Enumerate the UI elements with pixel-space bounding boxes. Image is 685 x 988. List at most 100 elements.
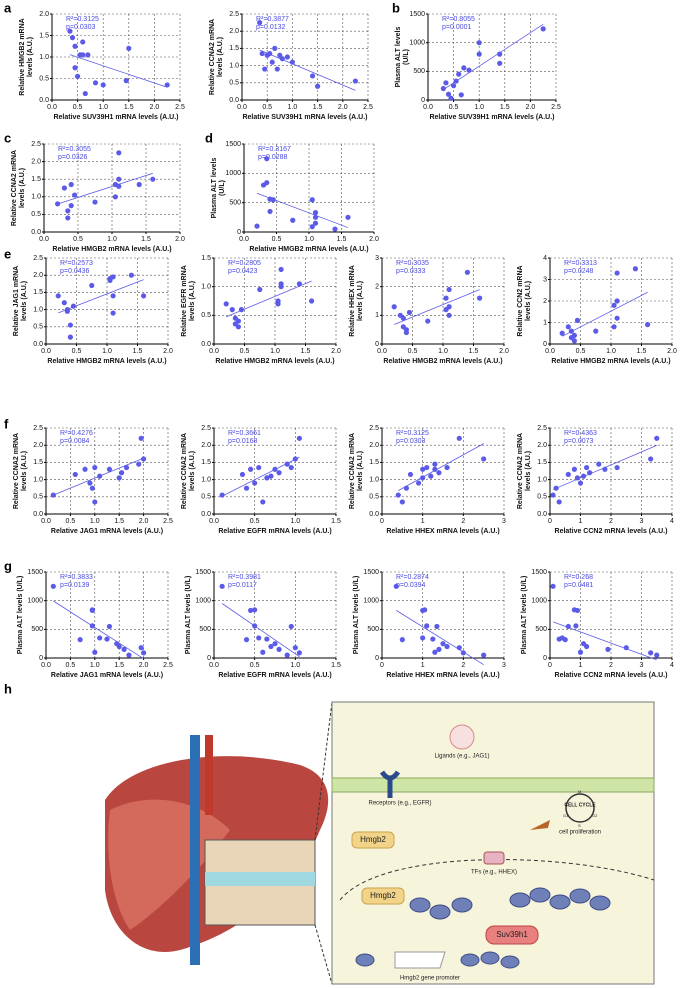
x-tick-label: 0.0 <box>47 104 57 111</box>
x-tick-label: 0.0 <box>545 348 555 355</box>
y-axis-label: Relative HHEX mRNA <box>349 265 356 337</box>
point <box>580 641 587 647</box>
point <box>466 67 472 73</box>
point <box>611 302 617 308</box>
annotation: R²=0.2573 <box>60 260 93 267</box>
x-axis-label: Relative CCN2 mRNA levels (A.U.) <box>555 672 668 679</box>
point <box>292 645 298 651</box>
y-tick-label: 1500 <box>409 11 425 18</box>
point <box>97 473 103 479</box>
y-tick-label: 2.0 <box>39 11 49 18</box>
x-tick-label: 1.0 <box>304 236 314 243</box>
point <box>85 52 91 58</box>
x-tick-label: 1.5 <box>133 348 143 355</box>
x-tick-label: 1.5 <box>114 662 124 669</box>
point <box>416 480 422 486</box>
point <box>614 270 620 276</box>
point <box>239 471 246 478</box>
x-tick-label: 2.0 <box>667 348 677 355</box>
suv39h1-label: Suv39h1 <box>496 930 528 939</box>
point <box>279 56 285 62</box>
x-tick-label: 1.5 <box>313 104 323 111</box>
point <box>235 324 241 330</box>
y-tick-label: 0 <box>375 655 379 662</box>
point <box>223 301 229 307</box>
point <box>424 464 430 471</box>
point <box>89 485 95 491</box>
point <box>443 307 449 313</box>
fit-line <box>221 603 300 658</box>
point <box>123 78 129 84</box>
y-tick-label: 500 <box>199 626 211 633</box>
point <box>72 43 78 49</box>
point <box>77 637 83 643</box>
point <box>580 473 587 479</box>
promoter-region <box>394 951 446 969</box>
hmgb2-box <box>351 831 395 849</box>
x-axis-label: Relative SUV39H1 mRNA levels (A.U.) <box>53 114 178 121</box>
point <box>309 73 316 79</box>
x-tick-label: 1.0 <box>290 518 300 525</box>
x-tick-label: 0.0 <box>209 348 219 355</box>
y-tick-label: 1000 <box>225 170 241 177</box>
x-tick-label: 4 <box>670 662 674 669</box>
annotation: R²=0.4276 <box>60 430 93 437</box>
fit-line <box>443 23 544 90</box>
point <box>440 641 446 647</box>
point <box>80 52 86 58</box>
y-tick-label: 0.5 <box>229 80 239 87</box>
y-tick-label: 1500 <box>225 141 241 148</box>
point <box>104 636 110 642</box>
y-tick-label: 2.5 <box>33 425 43 432</box>
annotation: p=0.0288 <box>258 154 287 161</box>
point <box>121 646 127 653</box>
point <box>400 315 406 321</box>
y-tick-label: 1500 <box>27 569 43 576</box>
x-tick-label: 2.0 <box>331 348 341 355</box>
suv39h1-box <box>485 925 539 945</box>
point <box>584 464 590 471</box>
annotation: R²=0.3833 <box>60 574 93 581</box>
point <box>267 208 273 215</box>
arrow <box>530 820 550 830</box>
point <box>272 45 278 52</box>
point <box>420 475 426 481</box>
y-axis-label: levels (A.U.) <box>357 451 364 491</box>
point <box>92 199 98 205</box>
y-tick-label: 0.0 <box>229 97 239 104</box>
vein <box>190 735 200 965</box>
x-tick-label: 3 <box>640 662 644 669</box>
point <box>453 78 459 84</box>
panel-label: a <box>4 0 12 15</box>
x-tick-label: 0.5 <box>72 348 82 355</box>
phase-label: S <box>578 823 581 828</box>
point <box>260 649 266 655</box>
point <box>312 214 319 220</box>
x-tick-label: 2.0 <box>526 104 536 111</box>
x-axis-label: Relative HMGB2 mRNA levels (A.U.) <box>383 358 502 365</box>
phase-label: G1 <box>563 813 569 818</box>
y-tick-label: 0 <box>543 341 547 348</box>
x-tick-label: 2 <box>461 662 465 669</box>
x-tick-label: 2 <box>461 518 465 525</box>
x-tick-label: 0.5 <box>73 236 83 243</box>
y-tick-label: 1.0 <box>33 476 43 483</box>
y-axis-label: levels (A.U.) <box>189 281 196 321</box>
y-tick-label: 0 <box>237 229 241 236</box>
point <box>257 286 263 293</box>
point <box>309 224 315 230</box>
y-tick-label: 500 <box>229 200 241 207</box>
annotation: p=0.0168 <box>228 438 257 445</box>
y-tick-label: 2.0 <box>33 442 43 449</box>
y-tick-label: 1.0 <box>229 62 239 69</box>
point <box>593 328 599 334</box>
y-tick-label: 2.0 <box>537 442 547 449</box>
fit-line <box>396 610 484 666</box>
point <box>269 59 275 65</box>
annotation: R²=0.3661 <box>228 430 261 437</box>
y-axis-label: Relative HMGB2 mRNA <box>19 18 26 95</box>
point <box>252 607 258 613</box>
x-axis-label: Relative EGFR mRNA levels (A.U.) <box>218 528 331 535</box>
y-tick-label: 0 <box>421 97 425 104</box>
cell-cycle-ring <box>565 793 595 823</box>
